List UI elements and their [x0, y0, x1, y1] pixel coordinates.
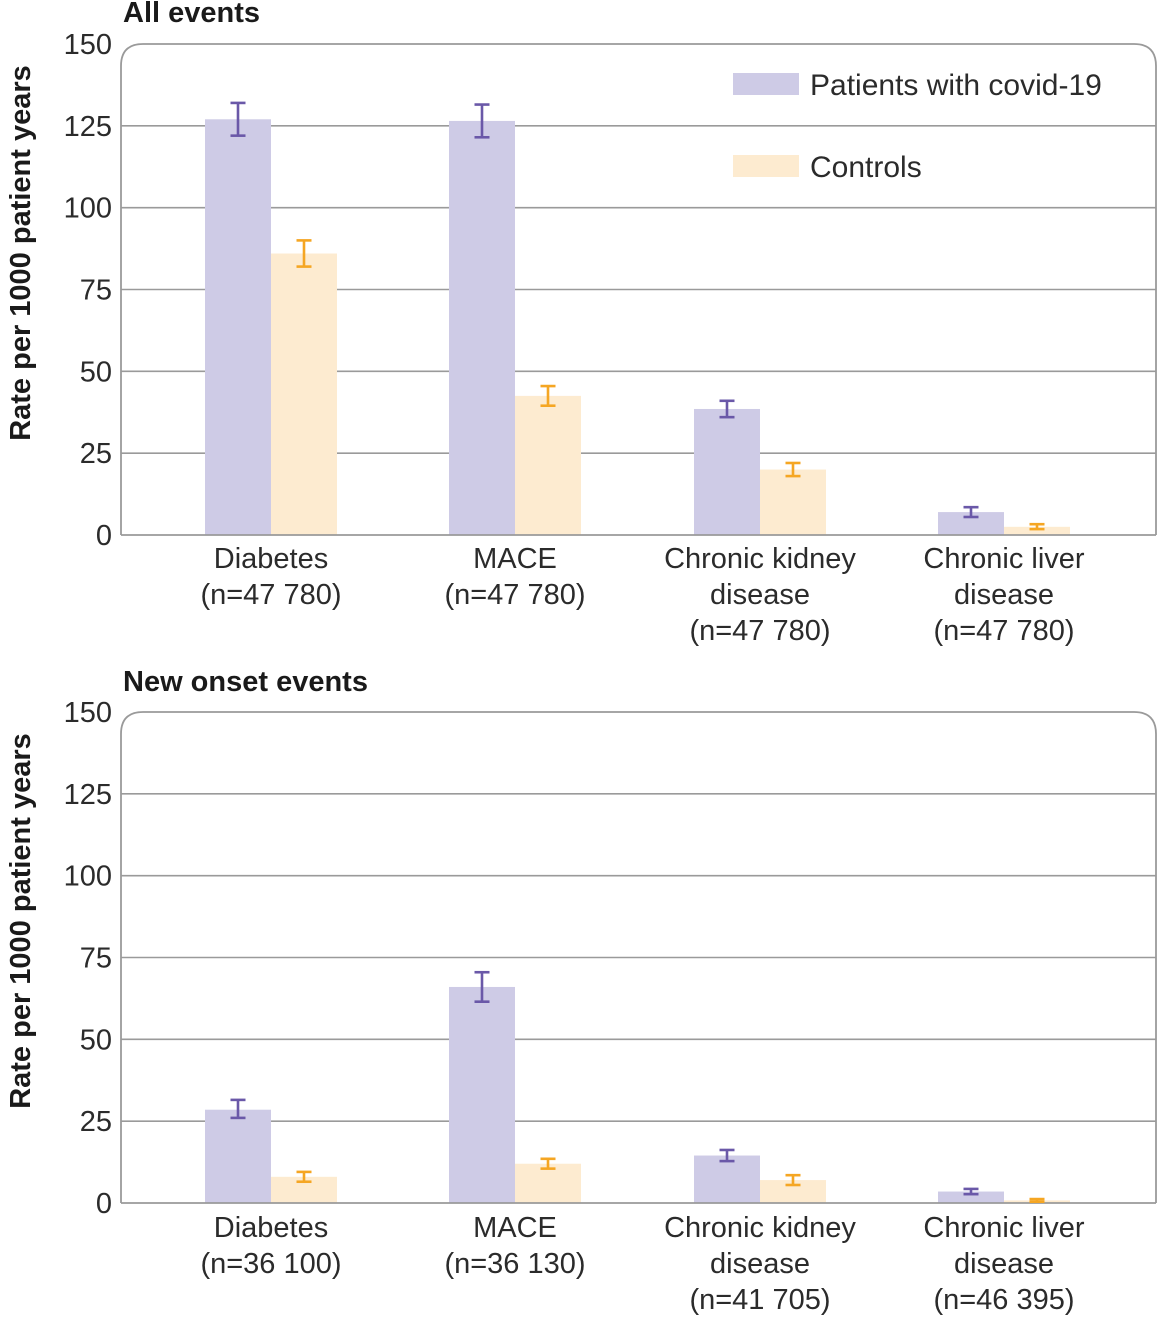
chart-panel-1: All events Rate per 1000 patient years 0 25…: [5, 0, 1157, 647]
error-bar: [540, 1157, 556, 1170]
x-category-label-line: Diabetes: [214, 1212, 328, 1244]
error-bar: [719, 1148, 735, 1163]
x-category-label-line: (n=47 780): [689, 615, 830, 647]
x-category-label: Chronic kidney disease (n=47 780): [664, 543, 856, 647]
y-tick-label: 75: [80, 943, 112, 975]
bar: [760, 1180, 826, 1203]
x-category-label-line: Chronic kidney: [664, 1212, 856, 1244]
y-axis-label: Rate per 1000 patient years: [5, 733, 37, 1109]
x-category-label-line: (n=47 780): [444, 579, 585, 611]
legend-label: Patients with covid-19: [810, 69, 1102, 102]
bar: [515, 395, 581, 535]
bar: [694, 1155, 760, 1203]
x-category-label-line: Chronic liver: [923, 1212, 1084, 1244]
x-category-label-line: (n=47 780): [933, 615, 1074, 647]
error-bar: [474, 970, 490, 1003]
x-category-label: Diabetes (n=47 780): [200, 543, 341, 611]
x-category-label-line: (n=41 705): [689, 1284, 830, 1316]
legend-swatch: [733, 73, 799, 95]
y-tick-label: 125: [64, 779, 112, 811]
x-category-label-line: (n=47 780): [200, 579, 341, 611]
y-tick-label: 50: [80, 1024, 112, 1056]
x-category-label-line: (n=46 395): [933, 1284, 1074, 1316]
bar: [760, 469, 826, 535]
x-category-label-line: MACE: [473, 1212, 557, 1244]
error-bar: [474, 103, 490, 139]
error-bar: [1029, 1197, 1045, 1203]
bar: [449, 120, 515, 535]
plot-frame: [120, 711, 1157, 1203]
panel-title: New onset events: [123, 666, 368, 698]
error-bar: [963, 505, 979, 519]
error-bar: [296, 1170, 312, 1184]
bar: [694, 408, 760, 535]
chart-panel-2: New onset events Rate per 1000 patient ye…: [5, 666, 1157, 1316]
legend: Patients with covid-19 Controls: [733, 69, 1102, 184]
x-category-label: MACE (n=47 780): [444, 543, 585, 611]
legend-label: Controls: [810, 151, 922, 184]
bar: [205, 1109, 271, 1203]
x-category-label-line: disease: [710, 579, 810, 611]
y-tick-label: 0: [96, 520, 112, 552]
bar: [938, 512, 1004, 535]
x-category-label-line: Chronic liver: [923, 543, 1084, 575]
plot-frame: [120, 43, 1157, 535]
x-category-label: Diabetes (n=36 100): [200, 1212, 341, 1280]
bar: [938, 1191, 1004, 1203]
error-bar: [230, 101, 246, 137]
y-tick-label: 25: [80, 1106, 112, 1138]
x-category-label: MACE (n=36 130): [444, 1212, 585, 1280]
y-tick-label: 75: [80, 275, 112, 307]
error-bar: [296, 239, 312, 268]
bar: [515, 1163, 581, 1203]
x-category-label: Chronic liver disease (n=46 395): [923, 1212, 1084, 1316]
x-category-label-line: disease: [710, 1248, 810, 1280]
y-tick-label: 125: [64, 111, 112, 143]
error-bar: [719, 399, 735, 419]
y-tick-label: 0: [96, 1188, 112, 1220]
y-axis-label: Rate per 1000 patient years: [5, 65, 37, 441]
y-tick-label: 50: [80, 356, 112, 388]
bar: [449, 986, 515, 1203]
x-category-label-line: (n=36 100): [200, 1248, 341, 1280]
x-category-label: Chronic kidney disease (n=41 705): [664, 1212, 856, 1316]
panel-title: All events: [123, 0, 260, 29]
y-tick-label: 150: [64, 29, 112, 61]
y-tick-label: 100: [64, 861, 112, 893]
error-bar: [785, 1173, 801, 1187]
x-category-label-line: disease: [954, 579, 1054, 611]
error-bar: [540, 384, 556, 408]
y-tick-label: 100: [64, 193, 112, 225]
legend-swatch: [733, 155, 799, 177]
bar: [205, 119, 271, 535]
error-bar: [1029, 522, 1045, 531]
x-category-label: Chronic liver disease (n=47 780): [923, 543, 1084, 647]
error-bar: [963, 1187, 979, 1196]
y-tick-label: 150: [64, 697, 112, 729]
x-category-label-line: Chronic kidney: [664, 543, 856, 575]
x-category-label-line: MACE: [473, 543, 557, 575]
bar: [1004, 526, 1070, 535]
y-tick-label: 25: [80, 438, 112, 470]
x-category-label-line: Diabetes: [214, 543, 328, 575]
x-category-label-line: disease: [954, 1248, 1054, 1280]
error-bar: [230, 1098, 246, 1120]
x-category-label-line: (n=36 130): [444, 1248, 585, 1280]
error-bar: [785, 461, 801, 478]
bar: [271, 253, 337, 535]
